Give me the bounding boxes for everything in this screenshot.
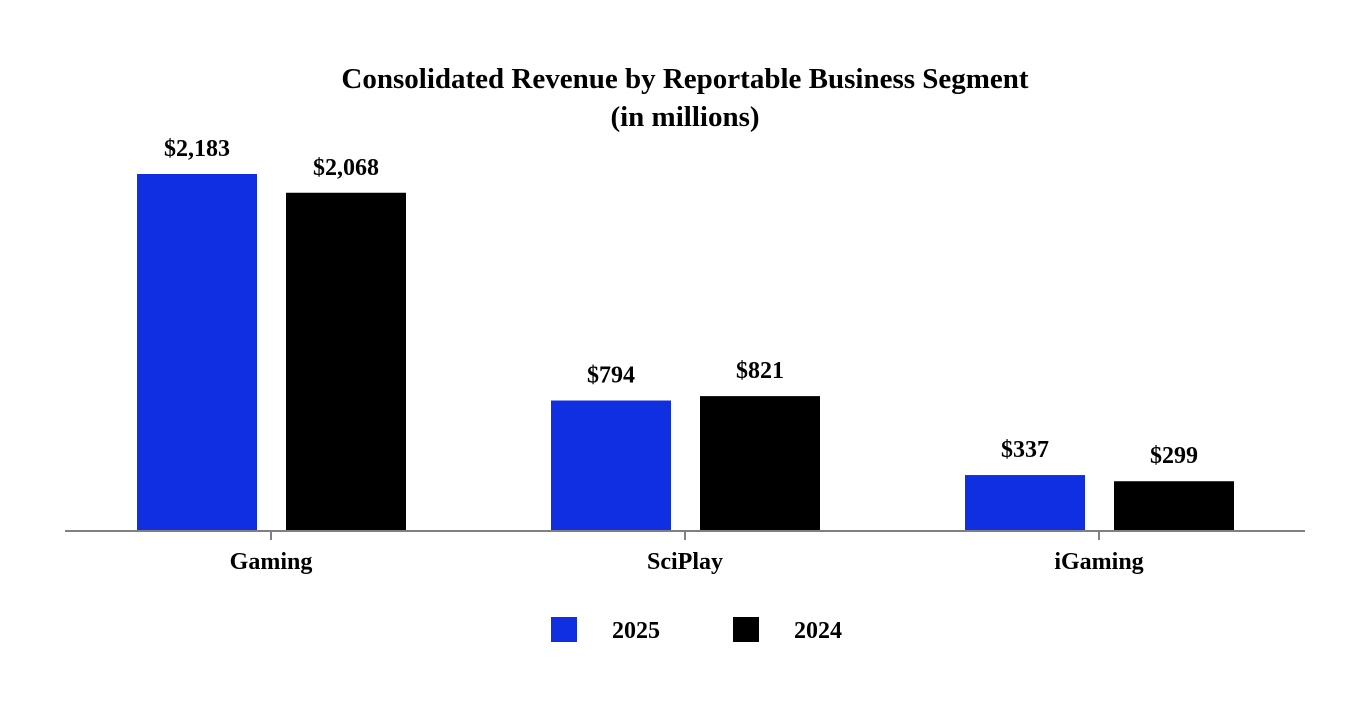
x-axis: Gaming SciPlay iGaming <box>65 530 1305 575</box>
legend-label-2025: 2025 <box>612 618 660 644</box>
legend: 2025 2024 <box>551 617 842 644</box>
bars-layer: $2,183 $2,068 $794 $821 $337 $299 <box>137 136 1234 530</box>
bar-gaming-2025 <box>137 174 257 530</box>
data-label-sciplay-2025: $794 <box>587 363 635 389</box>
bar-igaming-2024 <box>1114 481 1234 530</box>
data-label-igaming-2025: $337 <box>1001 437 1049 463</box>
bar-sciplay-2024 <box>700 396 820 530</box>
x-tick-label-gaming: Gaming <box>230 549 313 575</box>
chart-title: Consolidated Revenue by Reportable Busin… <box>341 63 1029 95</box>
chart-subtitle: (in millions) <box>610 101 759 133</box>
x-tick-label-sciplay: SciPlay <box>647 549 723 575</box>
legend-label-2024: 2024 <box>794 618 842 644</box>
bar-gaming-2024 <box>286 192 406 530</box>
legend-swatch-2025 <box>551 617 577 642</box>
bar-igaming-2025 <box>965 475 1085 530</box>
legend-swatch-2024 <box>733 617 759 642</box>
x-tick-label-igaming: iGaming <box>1054 549 1143 575</box>
bar-sciplay-2025 <box>551 400 671 530</box>
data-label-sciplay-2024: $821 <box>736 358 784 384</box>
data-label-gaming-2024: $2,068 <box>313 155 379 181</box>
data-label-igaming-2024: $299 <box>1150 443 1198 469</box>
data-label-gaming-2025: $2,183 <box>164 136 230 162</box>
